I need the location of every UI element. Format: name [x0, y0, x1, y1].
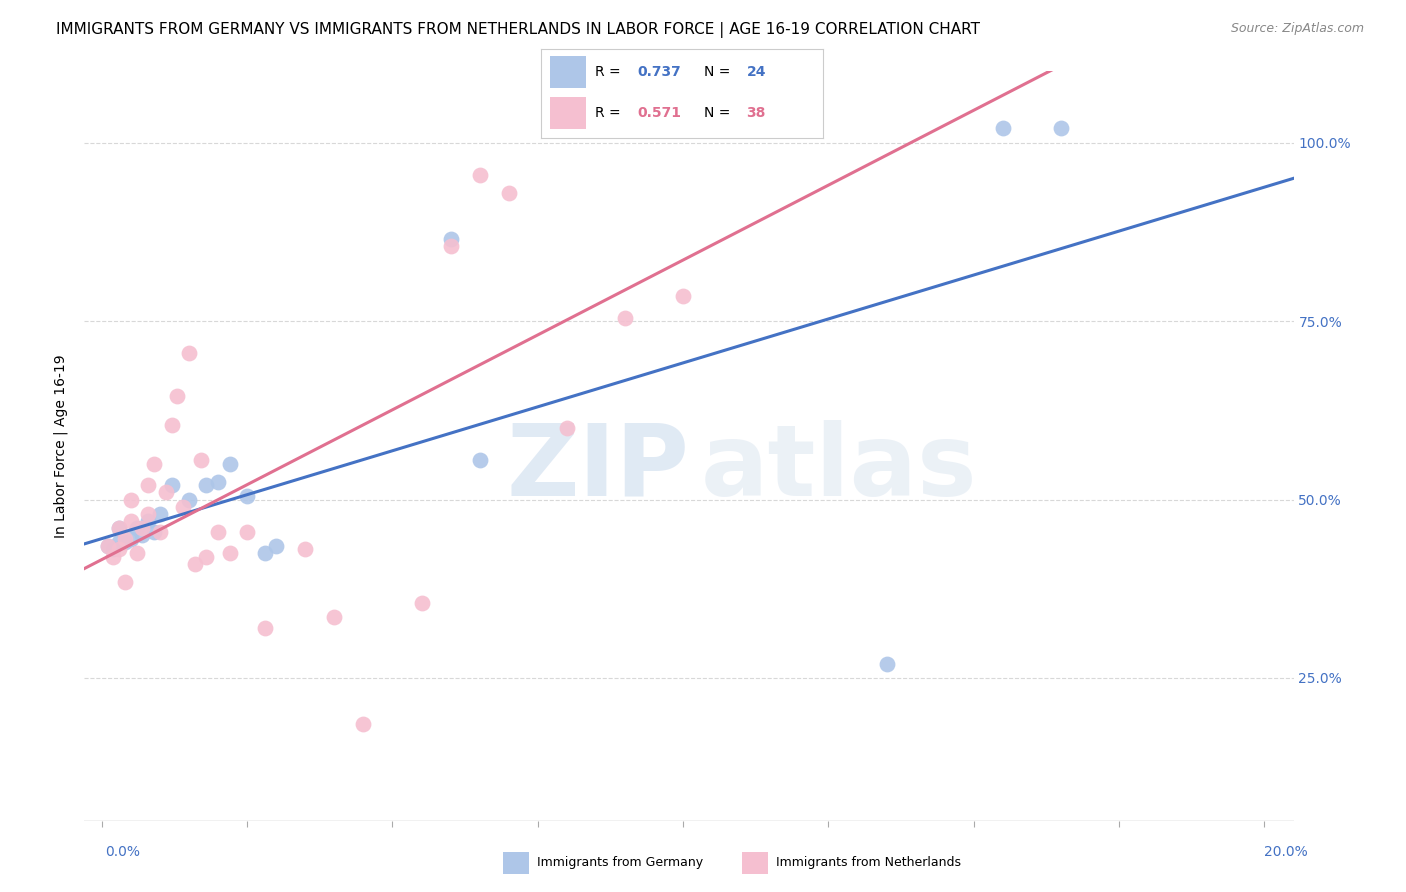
Point — [108, 521, 131, 535]
Text: atlas: atlas — [702, 420, 977, 517]
Point — [114, 535, 136, 549]
Text: R =: R = — [595, 65, 624, 79]
Point — [103, 542, 125, 557]
Text: 20.0%: 20.0% — [1264, 845, 1308, 859]
Point — [136, 478, 159, 492]
Point — [207, 524, 229, 539]
Point — [166, 389, 188, 403]
Point — [125, 521, 148, 535]
Point — [120, 492, 142, 507]
Point — [789, 121, 811, 136]
Point — [177, 346, 200, 360]
Point — [876, 657, 898, 671]
Point — [131, 521, 153, 535]
Point — [131, 528, 153, 542]
Point — [253, 621, 276, 635]
Y-axis label: In Labor Force | Age 16-19: In Labor Force | Age 16-19 — [53, 354, 69, 538]
Bar — [550, 97, 586, 129]
Point — [120, 514, 142, 528]
Point — [108, 542, 131, 557]
Point — [136, 507, 159, 521]
Text: 0.571: 0.571 — [637, 106, 681, 120]
Point — [253, 546, 276, 560]
Point — [218, 546, 240, 560]
Point — [195, 478, 218, 492]
Point — [555, 421, 578, 435]
Point — [114, 532, 136, 546]
Text: Immigrants from Netherlands: Immigrants from Netherlands — [776, 856, 962, 869]
Point — [352, 717, 374, 731]
Point — [991, 121, 1014, 136]
Point — [468, 168, 491, 182]
Text: N =: N = — [704, 106, 735, 120]
Bar — [550, 56, 586, 88]
Point — [294, 542, 316, 557]
Point — [177, 492, 200, 507]
Point — [439, 232, 461, 246]
Point — [143, 524, 166, 539]
Point — [236, 524, 259, 539]
Point — [672, 289, 695, 303]
Point — [190, 453, 212, 467]
Text: ZIP: ZIP — [506, 420, 689, 517]
Point — [114, 574, 136, 589]
Point — [143, 457, 166, 471]
Text: IMMIGRANTS FROM GERMANY VS IMMIGRANTS FROM NETHERLANDS IN LABOR FORCE | AGE 16-1: IMMIGRANTS FROM GERMANY VS IMMIGRANTS FR… — [56, 22, 980, 38]
Text: 0.0%: 0.0% — [105, 845, 141, 859]
Point — [103, 549, 125, 564]
Point — [614, 310, 637, 325]
Point — [149, 507, 172, 521]
Point — [160, 478, 183, 492]
Point — [195, 549, 218, 564]
Point — [218, 457, 240, 471]
Text: N =: N = — [704, 65, 735, 79]
Point — [97, 539, 120, 553]
Text: 0.737: 0.737 — [637, 65, 681, 79]
Text: Immigrants from Germany: Immigrants from Germany — [537, 856, 703, 869]
Point — [498, 186, 520, 200]
Point — [108, 521, 131, 535]
Point — [108, 535, 131, 549]
Point — [730, 121, 752, 136]
Point — [1050, 121, 1073, 136]
Point — [97, 539, 120, 553]
Point — [439, 239, 461, 253]
Point — [172, 500, 194, 514]
Point — [120, 532, 142, 546]
Text: 38: 38 — [747, 106, 766, 120]
Text: Source: ZipAtlas.com: Source: ZipAtlas.com — [1230, 22, 1364, 36]
Point — [207, 475, 229, 489]
Text: R =: R = — [595, 106, 624, 120]
Point — [184, 557, 207, 571]
Point — [155, 485, 177, 500]
Point — [160, 417, 183, 432]
Point — [236, 489, 259, 503]
Point — [149, 524, 172, 539]
Text: 24: 24 — [747, 65, 766, 79]
Point — [468, 453, 491, 467]
Point — [411, 596, 433, 610]
Point — [264, 539, 287, 553]
Point — [323, 610, 346, 624]
Point — [136, 514, 159, 528]
Point — [125, 546, 148, 560]
